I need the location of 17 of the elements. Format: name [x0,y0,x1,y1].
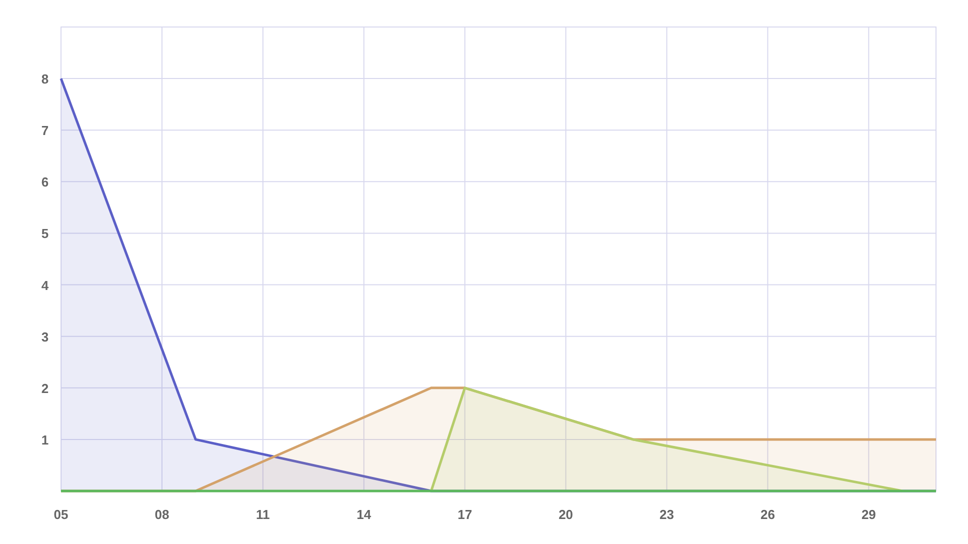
y-tick-label: 8 [41,72,49,87]
x-tick-label: 23 [660,507,674,522]
y-tick-label: 1 [41,432,49,448]
x-tick-label: 11 [256,507,270,522]
x-tick-label: 14 [356,507,372,522]
y-tick-label: 2 [41,380,49,396]
y-tick-label: 6 [41,174,49,190]
x-tick-label: 08 [154,507,170,522]
x-tick-label: 29 [861,507,876,522]
x-tick-label: 05 [54,507,68,522]
y-tick-label: 4 [41,278,50,293]
y-tick-label: 5 [41,226,49,242]
y-tick-label: 3 [41,329,49,344]
x-tick-label: 17 [458,507,472,522]
x-tick-label: 20 [558,507,574,522]
y-tick-label: 7 [41,123,49,138]
x-tick-label: 26 [760,507,775,522]
